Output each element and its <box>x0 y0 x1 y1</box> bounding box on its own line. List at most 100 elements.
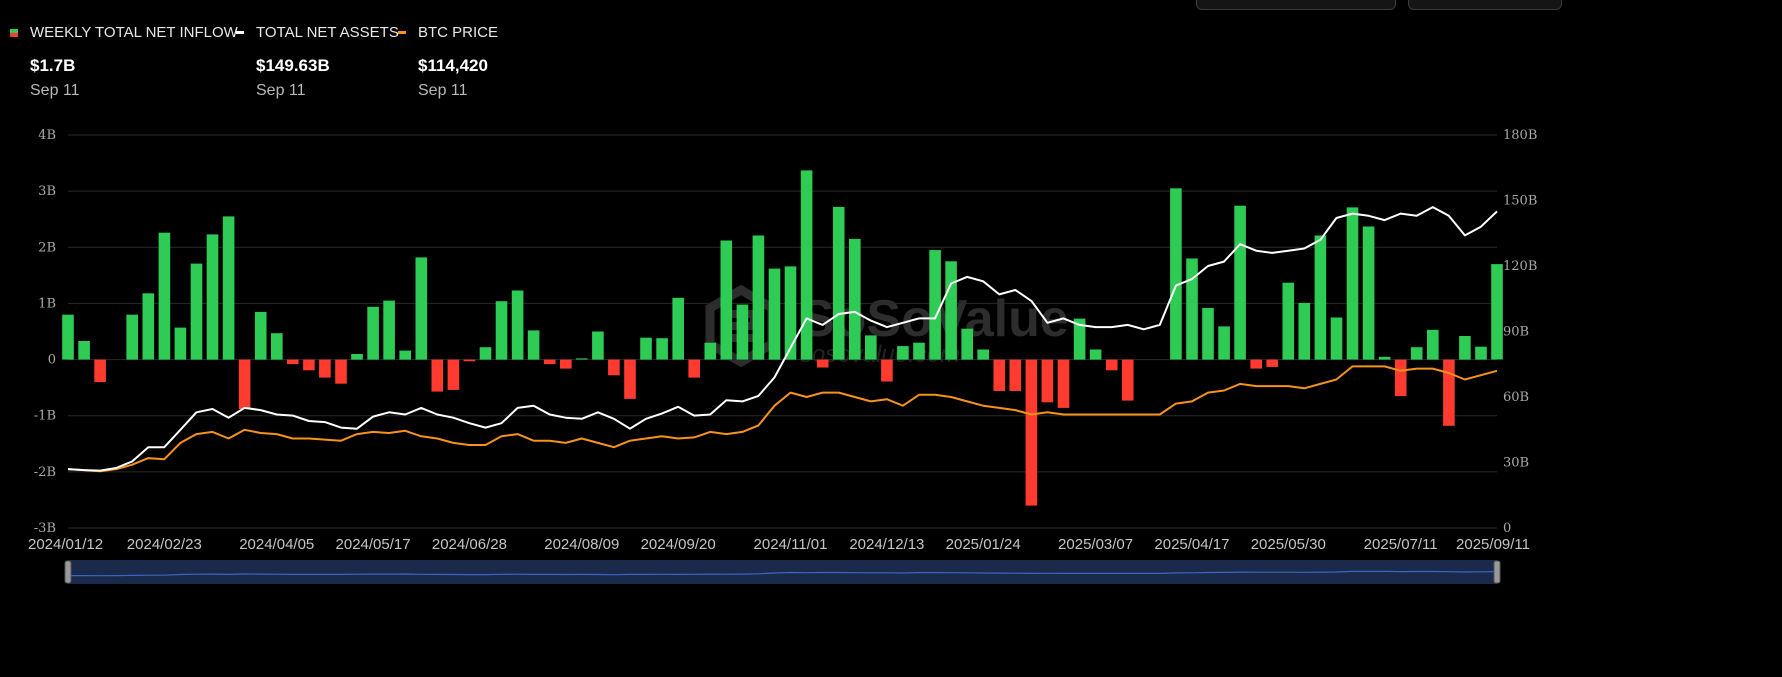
inflow-bar <box>1073 318 1086 360</box>
inflow-bar <box>1105 359 1118 371</box>
inflow-bar <box>479 347 492 360</box>
inflow-bar <box>945 261 957 360</box>
inflow-bar <box>543 359 556 365</box>
y-axis-right: 0 30B 60B 90B 120B 150B 180B <box>1503 128 1537 536</box>
inflow-bar <box>640 337 652 360</box>
inflow-bar <box>78 341 90 360</box>
range-navigator[interactable] <box>64 560 1501 584</box>
y-axis-left: -3B -2B -1B 0 1B 2B 3B 4B <box>34 128 56 536</box>
inflow-bar <box>447 359 460 390</box>
inflow-bar <box>768 268 781 360</box>
inflow-bar <box>383 300 395 360</box>
y-right-tick-label: 30B <box>1503 456 1529 471</box>
inflow-bar <box>1218 326 1230 360</box>
top-toolbar-button-1[interactable] <box>1196 0 1396 10</box>
y-left-tick-label: 3B <box>38 184 56 199</box>
y-right-tick-label: 120B <box>1503 259 1537 274</box>
inflow-bar <box>832 206 845 360</box>
inflow-bar <box>1362 226 1375 360</box>
series-lines <box>67 206 1498 473</box>
inflow-bar <box>704 342 717 360</box>
inflow-bar <box>1410 347 1423 360</box>
y-left-tick-label: -3B <box>34 521 56 536</box>
inflow-bar <box>993 359 1006 391</box>
legend-label: TOTAL NET ASSETS <box>256 24 399 41</box>
inflow-bar <box>849 238 861 360</box>
inflow-bar <box>576 358 588 360</box>
inflow-bar <box>463 359 476 362</box>
grid-lines <box>68 134 1497 529</box>
inflow-bar <box>1330 317 1343 360</box>
inflow-bar <box>1427 329 1439 360</box>
legend-item-weekly-inflow[interactable]: WEEKLY TOTAL NET INFLOW $1.7B Sep 11 <box>10 24 238 100</box>
inflow-bar <box>158 232 171 360</box>
x-tick-label: 2025/04/17 <box>1154 536 1229 553</box>
x-tick-label: 2024/02/23 <box>127 536 202 553</box>
inflow-bar <box>688 359 700 378</box>
x-tick-label: 2025/03/07 <box>1058 536 1133 553</box>
navigator-handle-right <box>1493 560 1501 584</box>
inflow-bar <box>736 304 749 360</box>
inflow-bar <box>913 342 925 360</box>
inflow-bar <box>1491 264 1503 360</box>
inflow-bar <box>1089 349 1102 360</box>
x-tick-label: 2024/01/12 <box>28 536 103 553</box>
inflow-bar <box>1186 258 1198 360</box>
inflow-bar <box>126 314 138 360</box>
inflow-bar <box>816 359 829 368</box>
inflow-bars <box>62 170 1503 506</box>
x-tick-label: 2024/05/17 <box>336 536 411 553</box>
inflow-bar <box>511 290 524 360</box>
inflow-bar <box>431 359 444 392</box>
inflow-bar <box>961 328 973 360</box>
total-net-assets-line <box>67 206 1498 472</box>
x-tick-label: 2024/04/05 <box>239 536 314 553</box>
x-tick-label: 2025/05/30 <box>1251 536 1326 553</box>
legend-value: $1.7B <box>30 56 76 75</box>
y-left-tick-label: 4B <box>38 128 56 143</box>
x-tick-label: 2024/09/20 <box>641 536 716 553</box>
inflow-bar <box>222 216 235 360</box>
x-tick-label: 2025/07/11 <box>1364 536 1438 553</box>
x-tick-label: 2024/11/01 <box>754 536 828 553</box>
inflow-bar <box>319 359 331 378</box>
x-tick-label: 2024/08/09 <box>544 536 619 553</box>
y-left-tick-label: -1B <box>34 409 56 424</box>
inflow-bar <box>495 301 508 360</box>
x-tick-label: 2025/01/24 <box>946 536 1021 553</box>
legend-value: $149.63B <box>256 56 330 75</box>
inflow-bar <box>624 359 636 399</box>
y-right-tick-label: 150B <box>1503 194 1537 209</box>
inflow-bar <box>1121 359 1134 401</box>
inflow-bar <box>1266 359 1278 367</box>
inflow-bar <box>1459 336 1471 360</box>
inflow-bar <box>1250 359 1262 369</box>
legend-item-btc-price[interactable]: BTC PRICE $114,420 Sep 11 <box>398 24 498 100</box>
inflow-bar <box>206 234 219 360</box>
inflow-bar <box>1170 188 1182 360</box>
inflow-bar <box>1025 359 1038 506</box>
inflow-bar <box>271 333 283 360</box>
inflow-bar <box>287 359 299 365</box>
inflow-bar <box>977 349 989 360</box>
y-right-tick-label: 60B <box>1503 390 1529 405</box>
inflow-bar <box>592 331 604 360</box>
inflow-bar <box>897 346 909 360</box>
y-right-tick-label: 0 <box>1503 521 1511 536</box>
legend-item-total-net-assets[interactable]: TOTAL NET ASSETS $149.63B Sep 11 <box>236 24 399 100</box>
y-left-tick-label: -2B <box>34 465 56 480</box>
inflow-bar <box>929 250 941 360</box>
x-tick-label: 2024/06/28 <box>432 536 507 553</box>
inflow-bar <box>752 235 765 360</box>
top-toolbar-button-2[interactable] <box>1408 0 1562 10</box>
inflow-bar <box>720 240 733 360</box>
inflow-bar <box>142 293 155 360</box>
legend-date: Sep 11 <box>418 82 468 99</box>
inflow-bar <box>190 263 203 360</box>
y-left-tick-label: 1B <box>38 296 56 311</box>
inflow-bar <box>560 359 572 369</box>
inflow-bar <box>367 306 379 360</box>
btc-price-line <box>67 365 1498 473</box>
inflow-bar <box>800 170 813 360</box>
